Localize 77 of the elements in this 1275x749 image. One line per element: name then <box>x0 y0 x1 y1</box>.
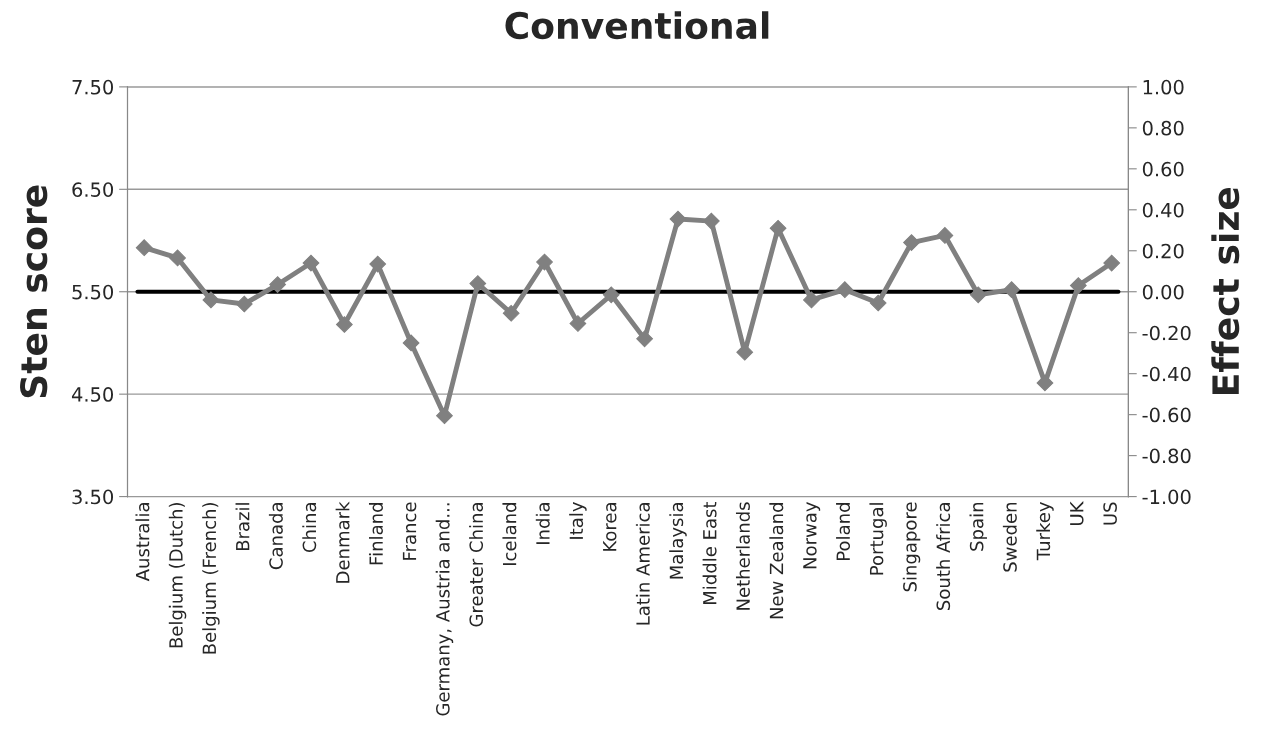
x-tick-label: Netherlands <box>735 502 750 610</box>
point <box>202 291 220 309</box>
point <box>803 291 820 309</box>
x-tick-label: Poland <box>836 503 851 560</box>
y-axis-title: Sten score <box>20 185 48 398</box>
point <box>969 286 987 304</box>
y2-tick-label: 0.20 <box>1142 243 1184 259</box>
x-tick-label: Korea <box>603 503 617 551</box>
point <box>369 255 387 273</box>
x-tick-label: Belgium (French) <box>202 503 220 654</box>
x-tick-label: Spain <box>969 502 987 551</box>
y2-tick-label: -0.20 <box>1142 325 1191 341</box>
point <box>169 249 186 267</box>
x-tick-label: Canada <box>268 503 283 570</box>
point <box>1103 254 1121 272</box>
y2-tick-label: -0.60 <box>1142 407 1191 423</box>
point <box>269 276 287 293</box>
x-tick-label: UK <box>1070 501 1084 525</box>
point <box>869 294 887 312</box>
point <box>1003 281 1020 299</box>
x-tick-label: Denmark <box>335 501 350 583</box>
point <box>903 234 920 251</box>
y2-tick-label: 0.00 <box>1142 284 1184 300</box>
x-tick-label: Middle East <box>702 501 717 605</box>
x-tick-label: India <box>535 503 550 544</box>
point <box>335 316 353 333</box>
x-tick-label: Brazil <box>235 503 250 551</box>
x-tick-label: South Africa <box>936 503 951 610</box>
y2-tick-label: -0.80 <box>1142 448 1191 464</box>
point <box>135 239 153 257</box>
x-tick-label: New Zealand <box>769 503 784 619</box>
point <box>1069 277 1087 294</box>
x-tick-label: Australia <box>135 503 150 582</box>
point <box>636 330 653 348</box>
y2-tick-label: -1.00 <box>1142 489 1191 505</box>
y-tick-label: 4.50 <box>71 387 114 402</box>
y2-tick-label: 0.80 <box>1142 120 1184 136</box>
point <box>302 254 320 272</box>
x-tick-label: Malaysia <box>669 503 687 579</box>
y-tick-label: 6.50 <box>72 182 114 197</box>
point <box>936 227 954 244</box>
x-tick-label: Italy <box>569 501 587 539</box>
x-tick-label: Belgium (Dutch) <box>168 503 187 648</box>
y2-tick-label: 0.40 <box>1142 202 1184 218</box>
point <box>836 281 854 299</box>
point <box>569 315 587 332</box>
y-tick-label: 5.50 <box>72 284 114 300</box>
y2-tick-label: 1.00 <box>1143 79 1184 95</box>
x-tick-label: China <box>302 503 317 553</box>
y2-axis-title: Effect size <box>1211 187 1240 395</box>
point <box>235 295 253 313</box>
x-tick-label: Latin America <box>635 503 650 625</box>
point <box>769 219 787 237</box>
x-tick-label: Iceland <box>502 503 517 566</box>
x-tick-label: Germany, Austria and... <box>435 503 454 716</box>
y2-tick-label: -0.40 <box>1142 366 1191 382</box>
y-tick-label: 7.50 <box>72 79 114 95</box>
x-tick-label: Norway <box>803 501 821 569</box>
point <box>602 286 620 304</box>
y-tick-label: 3.50 <box>72 489 114 505</box>
y2-tick-label: 0.60 <box>1142 161 1184 177</box>
x-tick-label: Sweden <box>1002 502 1017 572</box>
chart-title: Conventional <box>505 11 769 40</box>
x-tick-label: Finland <box>368 503 383 565</box>
point <box>669 210 687 228</box>
x-tick-label: Singapore <box>902 502 921 592</box>
point <box>1036 374 1054 392</box>
point <box>502 304 520 322</box>
x-tick-label: Portugal <box>869 503 887 575</box>
point <box>436 407 453 425</box>
point <box>536 253 553 271</box>
x-tick-label: Greater China <box>469 503 484 627</box>
x-tick-label: France <box>402 502 417 560</box>
x-tick-label: Turkey <box>1036 501 1054 561</box>
point <box>469 275 487 292</box>
x-tick-label: US <box>1103 502 1117 525</box>
point <box>402 334 420 352</box>
